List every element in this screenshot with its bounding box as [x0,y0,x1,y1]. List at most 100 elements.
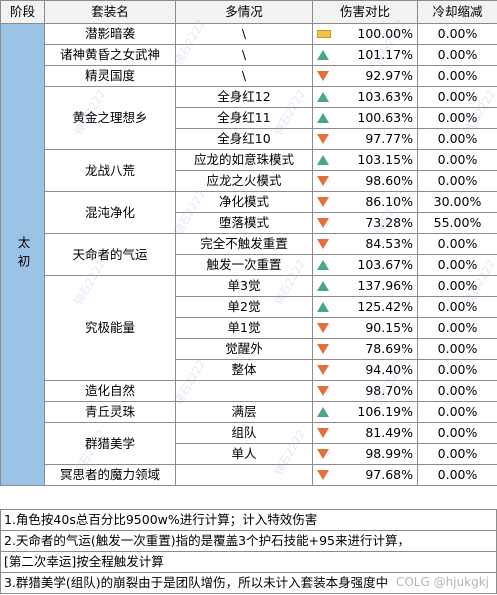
arrow-down-icon [317,449,329,459]
damage-ratio-value: 78.69% [365,341,413,356]
damage-ratio-value: 81.49% [365,425,413,440]
cooldown-cell: 0.00% [417,275,497,297]
table-row: 天命者的气运 完全不触发重置 84.53% 0.00% [1,233,497,276]
arrow-up-icon [317,50,329,60]
table-row: 触发一次重置 103.67% 0.00% [1,254,497,276]
cooldown-cell: 0.00% [417,401,497,423]
case-cell [175,464,313,486]
cooldown-cell: 0.00% [417,464,497,486]
header-case: 多情况 [175,0,313,24]
damage-ratio-cell: 137.96% [312,275,418,297]
case-cell: \ [175,65,313,87]
cooldown-cell: 0.00% [417,254,497,276]
damage-ratio-cell: 94.40% [312,359,418,381]
case-cell: 触发一次重置 [175,254,313,276]
cooldown-cell: 0.00% [417,380,497,402]
cooldown-cell: 0.00% [417,317,497,339]
damage-ratio-cell: 103.63% [312,86,418,108]
arrow-up-icon [317,281,329,291]
damage-ratio-cell: 90.15% [312,317,418,339]
damage-ratio-cell: 100.00% [312,23,418,45]
flat-bar-icon [317,30,331,38]
table-row: 究极能量 单3觉 137.96% 0.00% [1,275,497,381]
damage-ratio-value: 98.70% [365,383,413,398]
set-name-cell: 黄金之理想乡 [44,86,176,150]
set-name-cell: 精灵国度 [44,65,176,87]
damage-ratio-cell: 81.49% [312,422,418,444]
damage-ratio-value: 97.77% [365,131,413,146]
table-row: 精灵国度 \ 92.97% 0.00% [1,65,497,87]
arrow-down-icon [317,344,329,354]
table-row: 单1觉 90.15% 0.00% [1,317,497,339]
case-cell: \ [175,44,313,66]
cooldown-cell: 0.00% [417,23,497,45]
damage-ratio-value: 94.40% [365,362,413,377]
arrow-down-icon [317,470,329,480]
table-row: 混沌净化 净化模式 86.10% 30.00% [1,191,497,234]
table-row: 群猎美学 组队 81.49% 0.00% [1,422,497,465]
damage-ratio-value: 103.67% [357,257,413,272]
case-cell [175,380,313,402]
cooldown-cell: 0.00% [417,338,497,360]
damage-ratio-cell: 78.69% [312,338,418,360]
damage-ratio-cell: 98.60% [312,170,418,192]
damage-ratio-cell: 98.70% [312,380,418,402]
case-cell: 堕落模式 [175,212,313,234]
damage-ratio-value: 100.00% [357,26,413,41]
table-row: 青丘灵珠 满层 106.19% 0.00% [1,401,497,423]
damage-ratio-cell: 103.67% [312,254,418,276]
set-name-cell: 混沌净化 [44,191,176,234]
set-name-cell: 青丘灵珠 [44,401,176,423]
case-cell: 应龙的如意珠模式 [175,149,313,171]
cooldown-cell: 0.00% [417,359,497,381]
corner-watermark: COLG @hjukgkj [395,575,489,589]
case-cell: \ [175,23,313,45]
damage-ratio-value: 103.15% [357,152,413,167]
set-name-cell: 天命者的气运 [44,233,176,276]
cooldown-cell: 0.00% [417,107,497,129]
case-cell: 全身红10 [175,128,313,150]
case-cell: 觉醒外 [175,338,313,360]
damage-ratio-cell: 103.15% [312,149,418,171]
damage-ratio-cell: 98.99% [312,443,418,465]
table-row: 单2觉 125.42% 0.00% [1,296,497,318]
damage-ratio-value: 98.60% [365,173,413,188]
note-2: 2.天命者的气运(触发一次重置)指的是覆盖3个护石技能+95来进行计算， [0,531,497,552]
cooldown-cell: 0.00% [417,422,497,444]
stage-cell: 太初 [0,23,45,486]
table-row: 冥思者的魔力领域 97.68% 0.00% [1,464,497,486]
damage-ratio-cell: 101.17% [312,44,418,66]
set-name-cell: 潜影暗袭 [44,23,176,45]
arrow-down-icon [317,239,329,249]
data-table: 阶段 套装名 多情况 伤害对比 冷却缩减 太初 潜影暗袭 \ 100.00% 0.00%… [0,0,497,486]
table-row: 诸神黄昏之女武神 \ 101.17% 0.00% [1,44,497,66]
header-set-name: 套装名 [44,0,176,24]
damage-ratio-value: 137.96% [357,278,413,293]
case-cell: 应龙之火模式 [175,170,313,192]
table-row: 黄金之理想乡 全身红12 103.63% 0.00% [1,86,497,150]
arrow-down-icon [317,365,329,375]
arrow-up-icon [317,302,329,312]
cooldown-cell: 55.00% [417,212,497,234]
damage-ratio-value: 92.97% [365,68,413,83]
damage-ratio-value: 86.10% [365,194,413,209]
damage-ratio-value: 125.42% [357,299,413,314]
case-cell: 单3觉 [175,275,313,297]
damage-ratio-value: 103.63% [357,89,413,104]
set-name-cell: 冥思者的魔力领域 [44,464,176,486]
set-name-cell: 龙战八荒 [44,149,176,192]
cooldown-cell: 0.00% [417,296,497,318]
cooldown-cell: 0.00% [417,65,497,87]
damage-ratio-value: 97.68% [365,467,413,482]
table-row: 造化自然 98.70% 0.00% [1,380,497,402]
cooldown-cell: 0.00% [417,44,497,66]
cooldown-cell: 0.00% [417,128,497,150]
table-row: 全身红11 100.63% 0.00% [1,107,497,129]
set-name-cell: 究极能量 [44,275,176,381]
damage-ratio-value: 84.53% [365,236,413,251]
header-row: 阶段 套装名 多情况 伤害对比 冷却缩减 [0,0,497,24]
cooldown-cell: 0.00% [417,170,497,192]
table-row: 单人 98.99% 0.00% [1,443,497,465]
table-body: 太初 潜影暗袭 \ 100.00% 0.00% 诸神黄昏之女武神 \ 101.17% 0.00%… [0,23,497,486]
arrow-down-icon [317,323,329,333]
